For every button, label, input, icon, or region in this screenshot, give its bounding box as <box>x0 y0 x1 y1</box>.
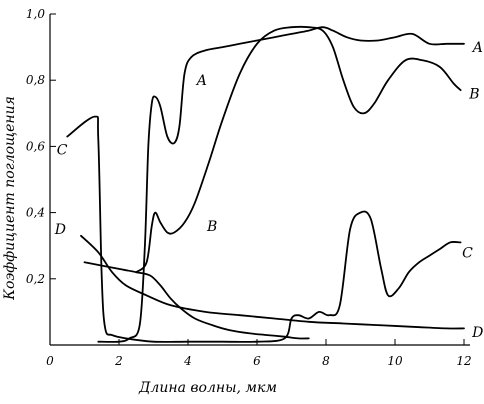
series-line-a <box>97 26 465 343</box>
x-tick-label: 6 <box>253 354 261 368</box>
series-line-unlabeled <box>83 261 310 340</box>
series-line-d <box>80 234 465 330</box>
y-tick-label: 0,2 <box>26 272 45 286</box>
x-tick-label: 0 <box>46 354 54 368</box>
series-label-d: D <box>471 325 483 341</box>
axes-layer: 0 2 4 6 8 10 12 0,2 0,4 0,6 0,8 1,0 <box>26 7 472 368</box>
y-axis-title: Коэффициент поглощения <box>2 96 18 301</box>
series-label-b: B <box>468 86 479 102</box>
series-line-c <box>66 115 462 343</box>
series-label-a: A <box>195 73 207 89</box>
labels-layer: A A B B C C D D <box>54 40 484 341</box>
x-tick-label: 8 <box>322 354 330 368</box>
x-tick-label: 2 <box>114 354 123 368</box>
series-layer <box>66 25 465 343</box>
series-label-b: B <box>206 219 217 235</box>
series-label-a: A <box>471 40 483 56</box>
y-tick-label: 1,0 <box>26 7 45 21</box>
x-tick-label: 10 <box>387 354 403 368</box>
series-line-b <box>135 25 462 274</box>
y-tick-label: 0,6 <box>26 139 45 153</box>
series-label-c: C <box>57 143 68 159</box>
series-label-d: D <box>54 222 66 238</box>
y-tick-label: 0,4 <box>26 206 45 220</box>
x-tick-label: 12 <box>456 354 471 368</box>
x-tick-label: 4 <box>183 354 192 368</box>
series-label-c: C <box>462 245 473 261</box>
x-axis-title: Длина волны, мкм <box>138 380 277 396</box>
y-tick-label: 0,8 <box>26 73 45 87</box>
